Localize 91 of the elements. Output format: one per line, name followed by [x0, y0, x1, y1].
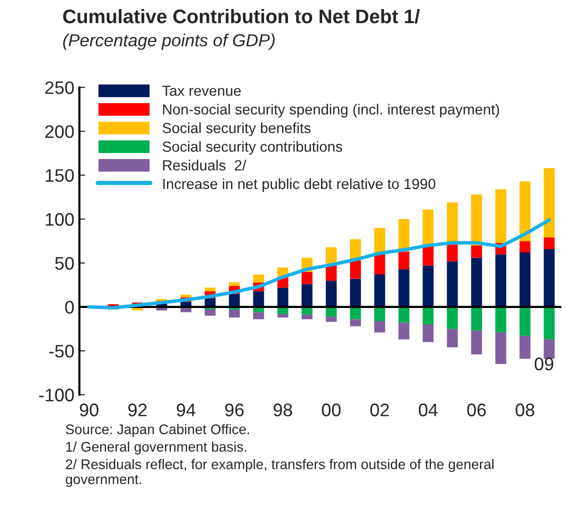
bar [398, 252, 410, 270]
bar [422, 306, 434, 324]
legend-label: Non-social security spending (incl. interest payment) [163, 104, 500, 118]
bar [495, 254, 506, 307]
bar [446, 261, 458, 307]
legend-label: Tax revenue [162, 86, 241, 96]
bar [422, 246, 434, 266]
bar [520, 252, 530, 307]
x-tick-label: 04 [418, 404, 438, 416]
legend-label: Social security benefits [162, 122, 311, 136]
bar [204, 288, 216, 292]
bar [350, 260, 361, 279]
bar [374, 274, 386, 307]
bar [520, 336, 530, 359]
x-tick-label: 08 [516, 404, 534, 416]
x-tick-label: 00 [322, 404, 341, 416]
bar [156, 308, 168, 310]
bar [495, 189, 506, 243]
bar [326, 316, 337, 322]
bar [277, 314, 288, 318]
bar [374, 320, 386, 332]
x-tick-label: 02 [370, 404, 389, 416]
bar [253, 274, 264, 282]
bar [398, 306, 410, 323]
bar [495, 332, 506, 364]
x-tick-label: 06 [467, 404, 486, 416]
bar [544, 248, 555, 307]
bar [471, 194, 482, 246]
bar [471, 330, 482, 354]
x-tick-label: 90 [80, 404, 98, 416]
bar [228, 310, 240, 318]
annotation: 09 [534, 358, 554, 370]
bar [471, 245, 482, 258]
bar [180, 308, 192, 312]
bar [544, 306, 555, 340]
bar [204, 310, 216, 316]
bar [544, 339, 555, 359]
bar [277, 288, 288, 307]
bar [520, 181, 530, 242]
x-tick-label: 96 [225, 404, 244, 416]
bar [374, 306, 386, 321]
x-tick-label: 92 [128, 404, 147, 416]
legend-label: Social security contributions [162, 141, 342, 155]
bar [544, 238, 555, 249]
bar [544, 168, 555, 238]
bar [350, 319, 361, 326]
bar [180, 294, 192, 298]
bar [374, 228, 386, 254]
bar [253, 312, 264, 320]
bar [350, 306, 361, 320]
bar [326, 280, 337, 307]
bar [398, 322, 410, 340]
y-tick-label: -50 [49, 344, 74, 358]
y-tick-label: 100 [46, 213, 74, 226]
bar [520, 241, 530, 252]
x-tick-label: 94 [176, 404, 196, 416]
bar [326, 247, 337, 264]
bar [253, 291, 264, 307]
y-tick-label: 0 [65, 300, 74, 314]
y-tick-label: 150 [46, 169, 74, 182]
text: 1/ General government basis. [66, 442, 246, 454]
bar [446, 328, 458, 348]
chart-title: Cumulative Contribution to Net Debt 1/ [63, 9, 420, 24]
bar [422, 266, 434, 307]
y-tick-label: 250 [45, 81, 74, 94]
bar [422, 324, 434, 342]
y-tick-label: 50 [55, 256, 74, 270]
bar [398, 269, 410, 307]
y-tick-label: -100 [39, 388, 74, 402]
bar [520, 306, 530, 336]
bar [228, 294, 240, 307]
bar [471, 258, 482, 307]
bar [471, 306, 482, 331]
bar [350, 278, 361, 307]
bar [302, 314, 312, 320]
bar [446, 244, 458, 262]
bar [374, 253, 386, 274]
bar [446, 306, 458, 329]
chart-subtitle: (Percentage points of GDP) [63, 34, 275, 50]
bar [228, 282, 240, 286]
source-note: Source: Japan Cabinet Office. [66, 424, 249, 437]
text: 2/ Residuals reflect, for example, transfers from outside of the general government. [66, 459, 494, 487]
legend-label: Increase in net public debt relative to 1990 [163, 178, 436, 192]
bar [302, 284, 312, 307]
bar [302, 272, 312, 284]
line-series [87, 218, 551, 310]
x-tick-label: 98 [274, 404, 292, 416]
bar [422, 209, 434, 246]
legend-label: Residuals 2/ [163, 160, 246, 170]
bar [495, 306, 506, 332]
y-tick-label: 200 [45, 125, 74, 138]
